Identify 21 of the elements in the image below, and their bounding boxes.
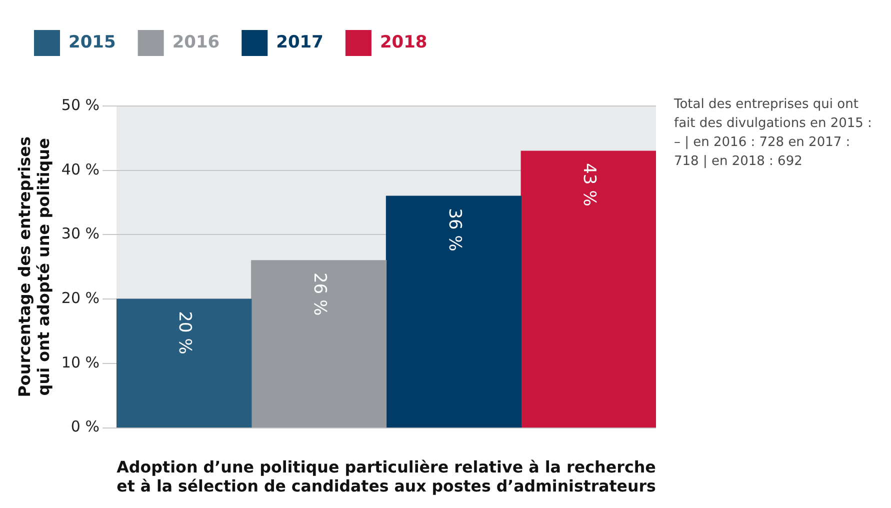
bar — [386, 196, 522, 428]
bar — [116, 298, 252, 428]
legend-label: 2017 — [276, 32, 324, 52]
legend-label: 2018 — [380, 32, 428, 52]
x-axis-title: Adoption d’une politique particulière relative à la recherche et à la sélection de candidates aux postes d’administrateurs — [116, 457, 656, 496]
y-tick-label: 0 % — [70, 418, 100, 436]
data-label: 20 % — [174, 311, 195, 354]
bar — [520, 150, 656, 428]
legend-label: 2015 — [68, 32, 116, 52]
y-tick-label: 40 % — [61, 160, 100, 178]
legend-label: 2016 — [172, 32, 220, 52]
text: Total des entreprises qui ont fait des divulgations en 2015 : – | en 2016 : 728 en 2017 : 718 | en 2018 : 692 — [673, 96, 872, 169]
y-tick-label: 20 % — [61, 288, 100, 307]
bar — [251, 260, 387, 428]
data-label: 26 % — [309, 272, 330, 316]
y-axis-title: Pourcentage des entreprises qui ont adopté une politique — [14, 136, 53, 398]
y-tick-label: 50 % — [61, 96, 100, 114]
data-label: 43 % — [579, 163, 600, 206]
data-label: 36 % — [444, 208, 464, 252]
y-tick-label: 30 % — [61, 224, 100, 243]
y-tick-label: 10 % — [61, 353, 100, 372]
